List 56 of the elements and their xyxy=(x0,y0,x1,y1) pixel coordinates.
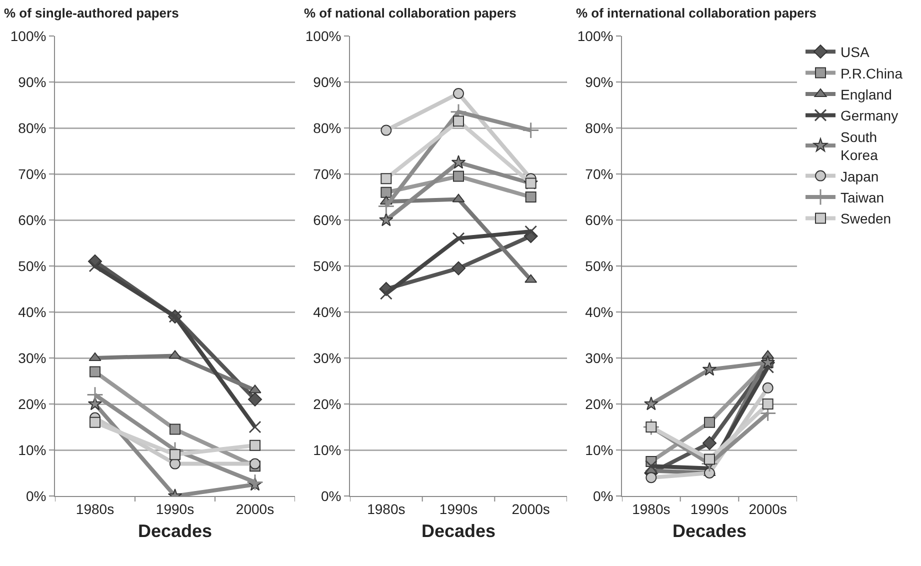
x-tick-label: 1980s xyxy=(76,500,114,517)
legend-label: England xyxy=(840,86,892,102)
legend-label: USA xyxy=(840,44,870,60)
y-tick-label: 40% xyxy=(585,304,614,320)
x-tick-label: 1990s xyxy=(439,500,478,517)
y-tick-label: 90% xyxy=(313,74,342,90)
y-tick-label: 100% xyxy=(577,28,614,44)
y-tick-label: 60% xyxy=(585,212,614,228)
x-tick-label: 1990s xyxy=(690,500,729,517)
y-tick-label: 30% xyxy=(313,350,342,366)
y-tick-label: 20% xyxy=(18,396,46,412)
chart-title: % of single-authored papers xyxy=(4,6,179,21)
y-tick-label: 0% xyxy=(26,488,46,504)
x-tick-label: 2000s xyxy=(236,500,274,517)
y-tick-label: 90% xyxy=(585,74,614,90)
y-tick-label: 40% xyxy=(313,304,342,320)
y-tick-label: 20% xyxy=(585,396,614,412)
chart-title: % of national collaboration papers xyxy=(304,6,516,21)
y-tick-label: 100% xyxy=(305,28,342,44)
legend-label: Germany xyxy=(840,108,898,124)
chart-title: % of international collaboration papers xyxy=(576,6,817,21)
y-tick-label: 10% xyxy=(18,442,46,458)
y-tick-label: 50% xyxy=(313,258,342,274)
y-tick-label: 30% xyxy=(585,350,614,366)
y-tick-label: 10% xyxy=(313,442,342,458)
x-tick-label: 1990s xyxy=(156,500,194,517)
x-axis-title: Decades xyxy=(421,520,496,541)
legend-label: South Korea xyxy=(840,128,878,164)
x-axis-title: Decades xyxy=(138,520,212,541)
y-tick-label: 0% xyxy=(592,488,614,504)
y-tick-label: 80% xyxy=(585,120,614,136)
y-tick-label: 100% xyxy=(10,28,46,44)
legend-label: P.R.China xyxy=(840,65,903,82)
y-tick-label: 80% xyxy=(313,120,342,136)
y-tick-label: 40% xyxy=(18,304,46,320)
y-tick-label: 50% xyxy=(18,258,46,274)
x-tick-label: 2000s xyxy=(748,500,787,517)
y-tick-label: 10% xyxy=(585,442,614,458)
x-tick-label: 2000s xyxy=(512,500,550,517)
x-tick-label: 1980s xyxy=(367,500,406,517)
y-tick-label: 60% xyxy=(18,212,46,228)
y-tick-label: 70% xyxy=(18,166,46,182)
y-tick-label: 20% xyxy=(313,396,342,412)
y-tick-label: 70% xyxy=(313,166,342,182)
x-axis-title: Decades xyxy=(672,520,747,541)
legend-label: Sweden xyxy=(840,210,892,227)
y-tick-label: 90% xyxy=(18,74,46,90)
y-tick-label: 80% xyxy=(18,120,46,136)
x-tick-label: 1980s xyxy=(632,500,670,517)
legend-label: Taiwan xyxy=(840,189,884,206)
y-tick-label: 70% xyxy=(585,166,614,182)
y-tick-label: 60% xyxy=(313,212,342,228)
y-tick-label: 30% xyxy=(18,350,46,366)
y-tick-label: 50% xyxy=(585,258,614,274)
y-tick-label: 0% xyxy=(320,488,342,504)
legend-label: Japan xyxy=(840,168,879,184)
